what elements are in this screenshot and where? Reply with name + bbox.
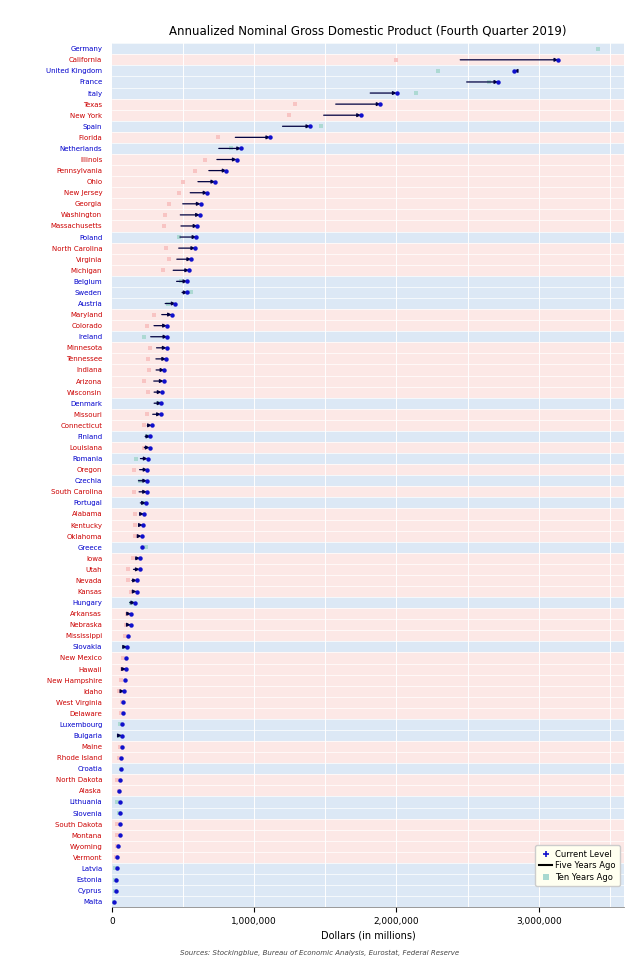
Bar bbox=[112, 475, 624, 487]
Bar bbox=[112, 730, 624, 741]
Bar bbox=[112, 397, 624, 409]
Bar bbox=[112, 420, 624, 431]
Bar bbox=[112, 87, 624, 99]
Bar bbox=[112, 464, 624, 475]
Bar bbox=[112, 431, 624, 442]
Bar bbox=[112, 309, 624, 320]
Bar bbox=[112, 353, 624, 365]
Bar bbox=[112, 276, 624, 287]
Bar bbox=[112, 199, 624, 209]
Bar bbox=[112, 221, 624, 231]
Text: Sources: Stockingblue, Bureau of Economic Analysis, Eurostat, Federal Reserve: Sources: Stockingblue, Bureau of Economi… bbox=[180, 950, 460, 956]
Bar bbox=[112, 154, 624, 165]
Bar bbox=[112, 519, 624, 531]
Bar bbox=[112, 287, 624, 298]
Bar bbox=[112, 541, 624, 553]
Bar bbox=[112, 253, 624, 265]
Bar bbox=[112, 497, 624, 509]
Legend: Current Level, Five Years Ago, Ten Years Ago: Current Level, Five Years Ago, Ten Years… bbox=[535, 846, 620, 886]
Bar bbox=[112, 586, 624, 597]
Bar bbox=[112, 564, 624, 575]
Bar bbox=[112, 763, 624, 775]
Bar bbox=[112, 343, 624, 353]
Bar bbox=[112, 697, 624, 708]
Bar bbox=[112, 209, 624, 221]
Bar bbox=[112, 442, 624, 453]
Bar bbox=[112, 99, 624, 109]
Bar bbox=[112, 55, 624, 65]
Bar bbox=[112, 375, 624, 387]
Bar bbox=[112, 896, 624, 907]
Bar bbox=[112, 874, 624, 885]
Bar bbox=[112, 741, 624, 752]
Bar bbox=[112, 165, 624, 176]
Bar bbox=[112, 331, 624, 343]
Bar bbox=[112, 819, 624, 829]
Bar bbox=[112, 863, 624, 874]
Bar bbox=[112, 608, 624, 619]
Bar bbox=[112, 663, 624, 675]
Bar bbox=[112, 243, 624, 253]
Bar bbox=[112, 797, 624, 807]
X-axis label: Dollars (in millions): Dollars (in millions) bbox=[321, 930, 415, 940]
Bar bbox=[112, 675, 624, 685]
Bar bbox=[112, 387, 624, 397]
Bar bbox=[112, 187, 624, 199]
Bar bbox=[112, 752, 624, 763]
Bar bbox=[112, 829, 624, 841]
Bar bbox=[112, 265, 624, 276]
Bar bbox=[112, 807, 624, 819]
Bar bbox=[112, 852, 624, 863]
Bar bbox=[112, 775, 624, 785]
Bar bbox=[112, 641, 624, 653]
Bar bbox=[112, 298, 624, 309]
Bar bbox=[112, 531, 624, 541]
Bar bbox=[112, 841, 624, 852]
Bar bbox=[112, 885, 624, 896]
Bar bbox=[112, 509, 624, 519]
Bar bbox=[112, 597, 624, 608]
Bar bbox=[112, 685, 624, 697]
Bar bbox=[112, 231, 624, 243]
Bar bbox=[112, 619, 624, 631]
Bar bbox=[112, 453, 624, 464]
Bar bbox=[112, 43, 624, 55]
Bar bbox=[112, 109, 624, 121]
Bar bbox=[112, 365, 624, 375]
Bar bbox=[112, 132, 624, 143]
Bar bbox=[112, 77, 624, 87]
Bar bbox=[112, 653, 624, 663]
Bar bbox=[112, 143, 624, 154]
Bar bbox=[112, 409, 624, 420]
Bar bbox=[112, 785, 624, 797]
Bar bbox=[112, 631, 624, 641]
Bar bbox=[112, 575, 624, 586]
Bar bbox=[112, 320, 624, 331]
Bar bbox=[112, 121, 624, 132]
Bar bbox=[112, 553, 624, 564]
Bar bbox=[112, 719, 624, 730]
Bar bbox=[112, 176, 624, 187]
Bar bbox=[112, 65, 624, 77]
Bar bbox=[112, 487, 624, 497]
Bar bbox=[112, 708, 624, 719]
Title: Annualized Nominal Gross Domestic Product (Fourth Quarter 2019): Annualized Nominal Gross Domestic Produc… bbox=[169, 25, 567, 37]
